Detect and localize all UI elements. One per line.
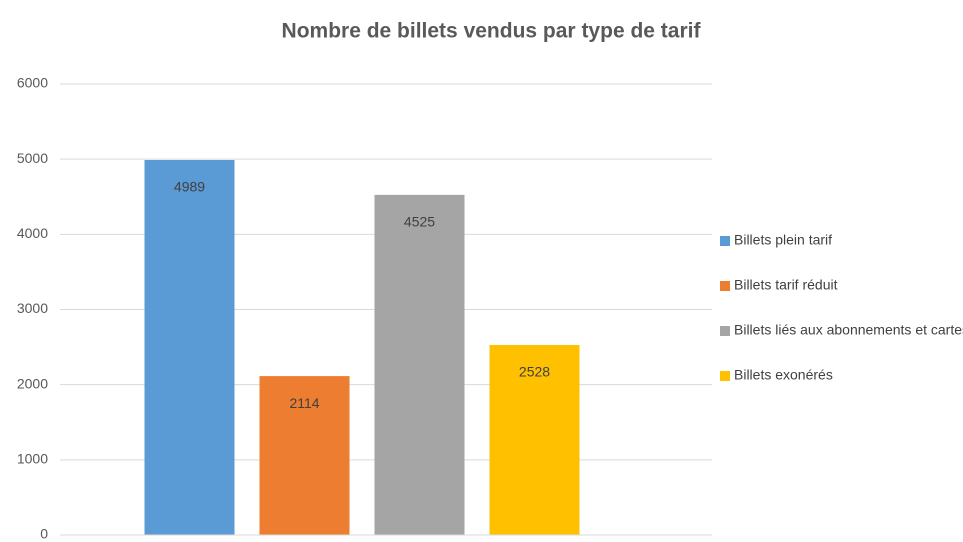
bar [259, 376, 350, 535]
y-tick-label: 3000 [17, 300, 48, 316]
data-label: 2528 [519, 364, 550, 380]
bar [144, 159, 235, 535]
legend-label: Billets exonérés [734, 367, 833, 383]
legend-swatch [720, 371, 730, 381]
data-label: 4525 [404, 214, 435, 230]
y-tick-label: 4000 [17, 225, 48, 241]
legend-swatch [720, 236, 730, 246]
legend-swatch [720, 326, 730, 336]
y-tick-label: 5000 [17, 150, 48, 166]
legend-label: Billets liés aux abonnements et cartes [734, 322, 963, 338]
legend-label: Billets plein tarif [734, 232, 832, 248]
legend-label: Billets tarif réduit [734, 277, 838, 293]
chart-title: Nombre de billets vendus par type de tar… [282, 20, 702, 43]
y-tick-label: 0 [40, 526, 48, 542]
data-label: 2114 [289, 395, 319, 411]
legend-swatch [720, 281, 730, 291]
y-tick-label: 2000 [17, 375, 48, 391]
data-label: 4989 [174, 179, 205, 195]
y-tick-label: 1000 [17, 451, 48, 467]
bar [489, 344, 580, 535]
y-tick-label: 6000 [17, 75, 48, 91]
bar [374, 194, 465, 535]
